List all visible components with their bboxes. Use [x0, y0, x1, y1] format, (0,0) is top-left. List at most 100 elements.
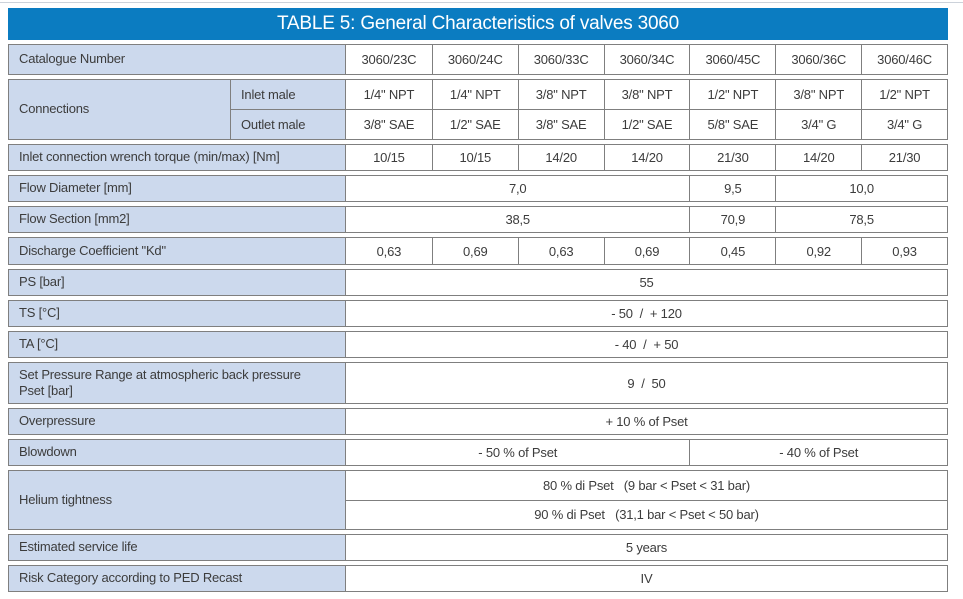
- value-cell: 14/20: [775, 145, 861, 170]
- value-cell: 1/4" NPT: [431, 80, 518, 109]
- value-cell: 3060/24C: [431, 45, 518, 74]
- value-cell: + 10 % of Pset: [605, 414, 688, 429]
- row-values: 9 / 50: [346, 363, 947, 403]
- value-cell: 3060/36C: [775, 45, 861, 74]
- table-row-ts: TS [°C] - 50 / + 120: [8, 300, 948, 327]
- value-cell: - 40 % of Pset: [689, 440, 947, 465]
- value-cell: 14/20: [517, 145, 604, 170]
- value-cell: - 50 % of Pset: [478, 445, 558, 460]
- table-row-overpressure: Overpressure + 10 % of Pset: [8, 408, 948, 435]
- subrow-outlet-male: Outlet male 3/8" SAE 1/2" SAE 3/8" SAE 1…: [231, 109, 947, 139]
- table-row-catalogue-number: Catalogue Number 3060/23C 3060/24C 3060/…: [8, 44, 948, 75]
- value-cell: 9 / 50: [627, 375, 666, 391]
- row-label-ps: PS [bar]: [9, 270, 346, 295]
- value-cell: 3/8" SAE: [517, 110, 604, 139]
- table-title-bar: TABLE 5: General Characteristics of valv…: [8, 8, 948, 40]
- row-values: 7,0 9,5 10,0: [346, 176, 947, 201]
- value-cell: 21/30: [689, 145, 775, 170]
- value-cell: 1/4" NPT: [363, 87, 415, 102]
- row-values: - 40 / + 50: [346, 332, 947, 357]
- row-values: + 10 % of Pset: [346, 409, 947, 434]
- value-cell: 3/8" NPT: [517, 80, 604, 109]
- table-row-service-life: Estimated service life 5 years: [8, 534, 948, 561]
- valve-characteristics-table: TABLE 5: General Characteristics of valv…: [8, 8, 948, 596]
- value-cell: 3/8" NPT: [603, 80, 690, 109]
- table-row-flow-section: Flow Section [mm2] 38,5 70,9 78,5: [8, 206, 948, 233]
- row-values: 1/4" NPT 1/4" NPT 3/8" NPT 3/8" NPT 1/2"…: [346, 80, 947, 109]
- value-cell: 38,5: [505, 212, 530, 227]
- subrow-label-outlet-male: Outlet male: [231, 110, 346, 139]
- value-cell: 3/8" SAE: [363, 117, 415, 132]
- row-label-overpressure: Overpressure: [9, 409, 346, 434]
- value-cell: 10,0: [775, 176, 947, 201]
- value-cell: 3/4" G: [775, 110, 861, 139]
- table-title: TABLE 5: General Characteristics of valv…: [276, 13, 680, 34]
- table-row-set-pressure-range: Set Pressure Range at atmospheric back p…: [8, 362, 948, 404]
- page-top-rule: [0, 2, 963, 3]
- table-row-ta: TA [°C] - 40 / + 50: [8, 331, 948, 358]
- row-values: 0,63 0,69 0,63 0,69 0,45 0,92 0,93: [346, 238, 947, 264]
- value-cell: 5/8" SAE: [689, 110, 775, 139]
- table-row-discharge-coefficient: Discharge Coefficient "Kd" 0,63 0,69 0,6…: [8, 237, 948, 265]
- value-cell: 3060/23C: [361, 52, 417, 67]
- value-cell: 1/2" SAE: [431, 110, 518, 139]
- value-cell: 5 years: [625, 540, 668, 555]
- row-values: 3/8" SAE 1/2" SAE 3/8" SAE 1/2" SAE 5/8"…: [346, 110, 947, 139]
- table-row-ps: PS [bar] 55: [8, 269, 948, 296]
- row-values: 10/15 10/15 14/20 14/20 21/30 14/20 21/3…: [346, 145, 947, 170]
- row-label-service-life: Estimated service life: [9, 535, 346, 560]
- value-cell: 3060/45C: [689, 45, 775, 74]
- value-cell: 0,45: [689, 238, 775, 264]
- table-row-connections: Connections Inlet male 1/4" NPT 1/4" NPT…: [8, 79, 948, 140]
- row-label-wrench-torque: Inlet connection wrench torque (min/max)…: [9, 145, 346, 170]
- value-cell: 3060/34C: [603, 45, 690, 74]
- row-label-connections: Connections: [9, 80, 231, 139]
- row-values: IV: [346, 566, 947, 591]
- value-cell: 1/2" NPT: [861, 80, 947, 109]
- row-label-catalogue-number: Catalogue Number: [9, 45, 346, 74]
- value-cell: - 40 / + 50: [614, 337, 679, 352]
- value-cell: 9,5: [689, 176, 775, 201]
- value-cell: 10/15: [373, 150, 405, 165]
- row-values: - 50 % of Pset - 40 % of Pset: [346, 440, 947, 465]
- row-label-flow-diameter: Flow Diameter [mm]: [9, 176, 346, 201]
- value-cell: 1/2" NPT: [689, 80, 775, 109]
- value-cell: 3/8" NPT: [775, 80, 861, 109]
- row-values: 3060/23C 3060/24C 3060/33C 3060/34C 3060…: [346, 45, 947, 74]
- value-cell: 14/20: [603, 145, 690, 170]
- value-cell: 0,63: [517, 238, 604, 264]
- table-row-risk-category: Risk Category according to PED Recast IV: [8, 565, 948, 592]
- value-cell: 1/2" SAE: [603, 110, 690, 139]
- row-values: 5 years: [346, 535, 947, 560]
- row-label-helium-tightness: Helium tightness: [9, 471, 346, 529]
- value-cell: 0,69: [431, 238, 518, 264]
- table-row-wrench-torque: Inlet connection wrench torque (min/max)…: [8, 144, 948, 171]
- row-label-ts: TS [°C]: [9, 301, 346, 326]
- row-values: - 50 / + 120: [346, 301, 947, 326]
- row-label-set-pressure-range: Set Pressure Range at atmospheric back p…: [9, 363, 346, 403]
- value-cell: 90 % di Pset (31,1 bar < Pset < 50 bar): [346, 499, 947, 530]
- value-cell: 78,5: [775, 207, 947, 232]
- table-row-helium-tightness: Helium tightness 80 % di Pset (9 bar < P…: [8, 470, 948, 530]
- table-row-flow-diameter: Flow Diameter [mm] 7,0 9,5 10,0: [8, 175, 948, 202]
- value-cell: 0,63: [376, 243, 402, 259]
- value-cell: 0,69: [603, 238, 690, 264]
- value-cell: 0,93: [861, 238, 947, 264]
- subrow-label-inlet-male: Inlet male: [231, 80, 346, 109]
- table-row-blowdown: Blowdown - 50 % of Pset - 40 % of Pset: [8, 439, 948, 466]
- row-label-risk-category: Risk Category according to PED Recast: [9, 566, 346, 591]
- value-cell: 0,92: [775, 238, 861, 264]
- row-label-discharge-coefficient: Discharge Coefficient "Kd": [9, 238, 346, 264]
- value-cell: IV: [640, 571, 653, 586]
- value-cell: 7,0: [508, 181, 527, 196]
- value-cell: 21/30: [861, 145, 947, 170]
- subrow-inlet-male: Inlet male 1/4" NPT 1/4" NPT 3/8" NPT 3/…: [231, 80, 947, 109]
- value-cell: 3060/33C: [517, 45, 604, 74]
- row-values: 55: [346, 270, 947, 295]
- value-cell: 80 % di Pset (9 bar < Pset < 31 bar): [542, 477, 750, 493]
- row-label-ta: TA [°C]: [9, 332, 346, 357]
- value-cell: 70,9: [689, 207, 775, 232]
- connections-subrows: Inlet male 1/4" NPT 1/4" NPT 3/8" NPT 3/…: [231, 80, 947, 139]
- value-cell: 3060/46C: [861, 45, 947, 74]
